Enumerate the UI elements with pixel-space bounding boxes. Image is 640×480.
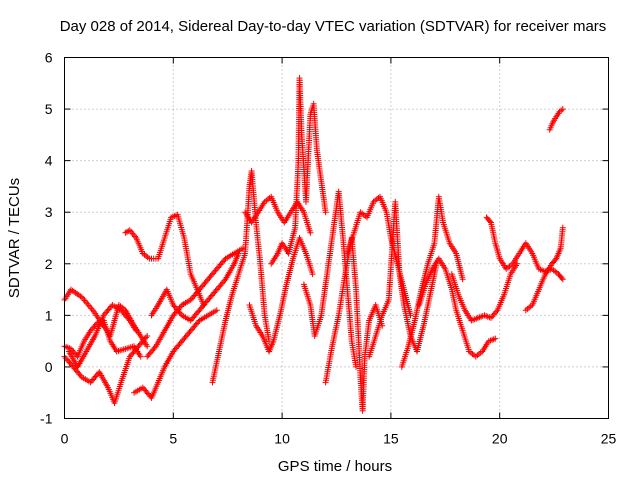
x-tick-label: 10 (274, 431, 290, 447)
series-track-m (300, 188, 360, 370)
chart-title: Day 028 of 2014, Sidereal Day-to-day VTE… (60, 18, 607, 35)
data-point (486, 218, 493, 225)
data-point (307, 229, 314, 236)
y-tick-label: 5 (45, 101, 53, 117)
x-axis-label: GPS time / hours (278, 458, 392, 475)
series-track-l (268, 75, 329, 267)
series-track-d (65, 302, 140, 370)
series-track-c (61, 333, 151, 406)
series-track-a (61, 286, 151, 350)
data-point (558, 275, 565, 281)
y-tick-labels: -1 0 1 2 3 4 5 6 (40, 50, 53, 427)
series-track-n (322, 235, 386, 414)
data-point (353, 363, 360, 370)
y-tick-label: -1 (40, 411, 53, 427)
data-point (559, 276, 566, 283)
series-track-s (448, 260, 521, 324)
series-track-e (122, 211, 207, 308)
data-point (213, 307, 220, 314)
series-track-r (416, 255, 499, 360)
data-points (61, 75, 566, 414)
y-tick-label: 1 (45, 307, 53, 323)
data-point (492, 335, 499, 342)
data-point (559, 106, 566, 113)
x-tick-label: 0 (61, 431, 69, 447)
series-track-i (209, 168, 272, 386)
y-axis-label: SDTVAR / TECUs (6, 178, 23, 298)
x-tick-label: 20 (492, 431, 508, 447)
series-track-j (242, 193, 314, 236)
data-point (144, 343, 151, 350)
series-track-p (366, 198, 440, 360)
series-track-t (483, 214, 566, 283)
data-point (309, 271, 316, 278)
y-tick-label: 2 (45, 256, 53, 272)
series-track-u (522, 224, 566, 314)
series-track-k (246, 235, 316, 355)
x-tick-labels: 0 5 10 15 20 25 (61, 431, 617, 447)
axis-ticks (64, 57, 609, 419)
y-tick-label: 0 (45, 359, 53, 375)
y-tick-label: 6 (45, 50, 53, 66)
series-track-g (144, 245, 246, 360)
data-point (235, 250, 242, 257)
series-track-f (131, 307, 220, 401)
data-point (144, 333, 151, 339)
data-point (322, 209, 329, 216)
x-tick-label: 25 (601, 431, 617, 447)
data-point (221, 277, 228, 284)
x-tick-label: 15 (383, 431, 399, 447)
data-point (559, 224, 566, 231)
data-point (459, 276, 466, 283)
data-point (137, 353, 144, 360)
series-track-q (398, 193, 466, 370)
series-track-v (546, 106, 566, 133)
data-point (133, 327, 140, 334)
plot-frame (64, 57, 609, 419)
grid (64, 57, 609, 419)
y-tick-label: 3 (45, 204, 53, 220)
y-tick-label: 4 (45, 153, 53, 169)
series-track-h (148, 250, 242, 324)
x-tick-label: 5 (169, 431, 177, 447)
